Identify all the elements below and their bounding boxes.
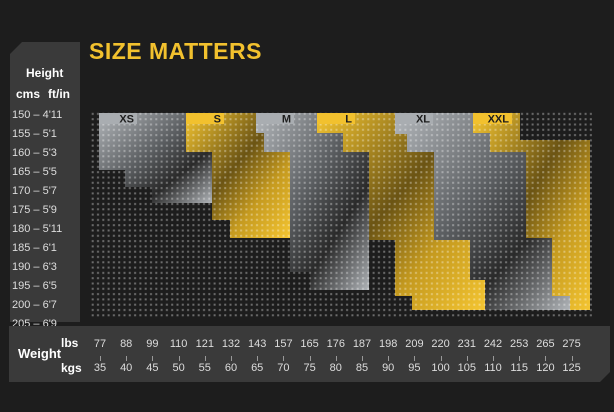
weight-tick: [388, 356, 390, 361]
kgs-value: 75: [303, 362, 316, 374]
weight-tick: [571, 356, 573, 361]
lbs-value: 187: [352, 338, 372, 350]
kgs-value: 125: [562, 362, 581, 374]
cms-header: cms: [16, 87, 41, 101]
weight-panel: Weight lbs kgs: [9, 326, 610, 382]
weight-tick: [466, 356, 468, 361]
lbs-value: 265: [536, 338, 555, 350]
kgs-value: 95: [408, 362, 421, 374]
weight-label: Weight: [18, 346, 62, 361]
height-header: Height: [26, 66, 64, 80]
height-row-label: 180 – 5'11: [12, 223, 63, 235]
height-row-label: 155 – 5'1: [12, 128, 57, 140]
lbs-value: 165: [300, 338, 319, 350]
size-label: L: [345, 114, 352, 126]
lbs-value: 253: [510, 338, 529, 350]
kgs-value: 80: [329, 362, 342, 374]
size-label-bar: [317, 113, 355, 124]
weight-tick: [257, 356, 259, 361]
kgs-label: kgs: [61, 361, 82, 375]
kgs-value: 65: [251, 362, 264, 374]
lbs-value: 198: [379, 338, 398, 350]
weight-tick: [362, 356, 363, 361]
lbs-label: lbs: [61, 336, 79, 350]
lbs-value: 88: [120, 338, 133, 350]
weight-tick: [519, 356, 521, 361]
lbs-value: 231: [457, 338, 476, 350]
lbs-value: 121: [195, 338, 214, 350]
kgs-value: 60: [224, 362, 238, 374]
height-row-label: 200 – 6'7: [12, 299, 57, 311]
weight-tick: [335, 356, 337, 361]
size-label: XL: [416, 114, 430, 126]
weight-tick: [152, 356, 154, 361]
dot-grid: [90, 110, 592, 318]
size-label: XS: [119, 114, 134, 126]
weight-tick: [493, 356, 494, 361]
lbs-value: 176: [326, 338, 345, 350]
kgs-value: 50: [172, 362, 185, 374]
height-row-label: 170 – 5'7: [12, 185, 57, 197]
kgs-value: 70: [277, 362, 290, 374]
weight-tick: [178, 356, 180, 361]
lbs-value: 242: [483, 338, 503, 350]
lbs-value: 220: [431, 338, 450, 350]
lbs-value: 77: [93, 338, 107, 350]
size-label-bar: [186, 113, 224, 124]
kgs-value: 35: [93, 362, 107, 374]
kgs-value: 100: [431, 362, 450, 374]
kgs-value: 55: [198, 362, 211, 374]
kgs-value: 115: [510, 362, 528, 374]
page-title: SIZE MATTERS: [89, 38, 262, 64]
size-label-bar: [99, 113, 137, 124]
lbs-value: 143: [248, 338, 267, 350]
weight-tick: [204, 356, 206, 361]
weight-tick: [414, 356, 416, 361]
kgs-value: 85: [355, 362, 369, 374]
weight-tick: [283, 356, 285, 361]
height-row-label: 190 – 6'3: [12, 261, 57, 273]
height-row-label: 185 – 6'1: [12, 242, 57, 254]
lbs-value: 157: [274, 338, 293, 350]
height-row-label: 175 – 5'9: [12, 204, 57, 216]
lbs-value: 209: [405, 338, 424, 350]
kgs-value: 120: [536, 362, 555, 374]
height-row-label: 150 – 4'11: [12, 109, 63, 121]
size-label: S: [214, 114, 221, 126]
lbs-value: 99: [146, 338, 159, 350]
lbs-value: 275: [562, 338, 581, 350]
height-row-label: 160 – 5'3: [12, 147, 57, 159]
lbs-value: 132: [221, 338, 241, 350]
weight-tick: [545, 356, 547, 361]
ftin-header: ft/in: [48, 87, 70, 101]
kgs-value: 45: [146, 362, 159, 374]
weight-tick: [440, 356, 442, 361]
size-label: XXL: [488, 114, 510, 126]
weight-tick: [231, 356, 232, 361]
weight-tick: [309, 356, 311, 361]
size-label-bar: [256, 113, 294, 124]
weight-tick: [126, 356, 128, 361]
kgs-value: 105: [457, 362, 476, 374]
size-label: M: [282, 114, 291, 126]
height-row-label: 195 – 6'5: [12, 280, 57, 292]
size-label-bar: [473, 113, 512, 124]
kgs-value: 90: [382, 362, 395, 374]
kgs-value: 110: [484, 362, 502, 374]
kgs-value: 40: [120, 362, 133, 374]
weight-tick: [100, 356, 101, 361]
height-panel: Height cms ft/in: [10, 42, 80, 322]
height-row-label: 165 – 5'5: [12, 166, 57, 178]
lbs-value: 110: [169, 338, 188, 350]
size-label-bar: [395, 113, 433, 124]
